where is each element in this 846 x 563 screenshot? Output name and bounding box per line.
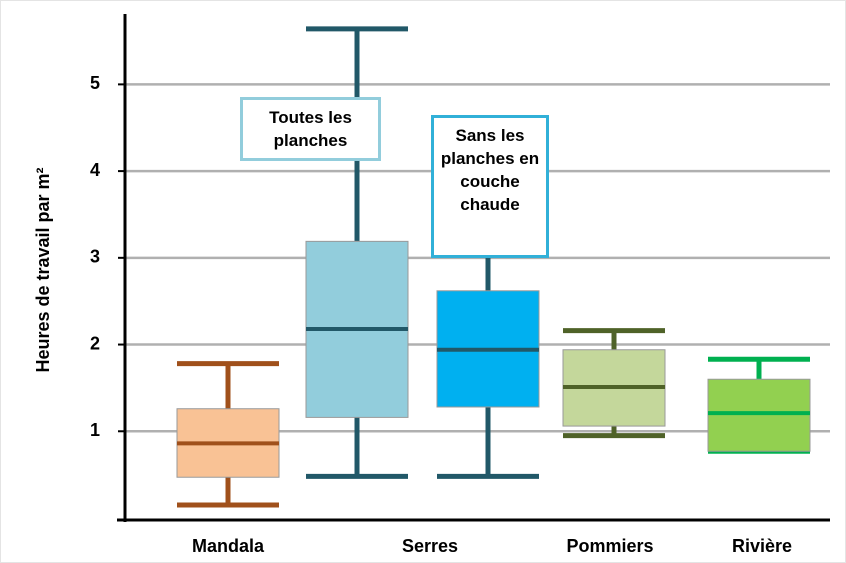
- y-axis-label: Heures de travail par m²: [33, 167, 53, 372]
- x-tick-label: Pommiers: [566, 536, 653, 556]
- y-tick-label: 5: [90, 73, 100, 93]
- y-tick-label: 2: [90, 333, 100, 353]
- y-tick-label: 4: [90, 160, 100, 180]
- y-tick-label: 3: [90, 247, 100, 267]
- x-tick-label: Rivière: [732, 536, 792, 556]
- annotation: Sans les planches en couche chaude: [431, 115, 549, 258]
- x-tick-label: Mandala: [192, 536, 265, 556]
- y-tick-label: 1: [90, 420, 100, 440]
- annotation: Toutes les planches: [240, 97, 381, 161]
- x-tick-label: Serres: [402, 536, 458, 556]
- box: [707, 378, 811, 452]
